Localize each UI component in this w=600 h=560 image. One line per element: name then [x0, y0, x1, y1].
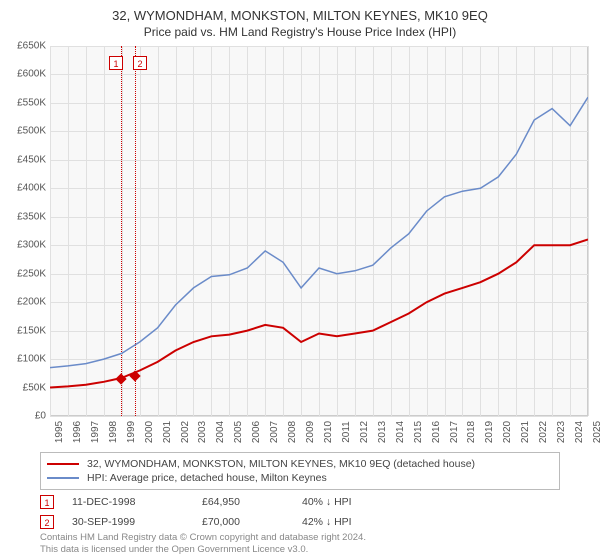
x-axis-label: 2015: [409, 421, 424, 443]
x-axis-label: 2004: [211, 421, 226, 443]
footer-line: This data is licensed under the Open Gov…: [40, 544, 560, 556]
legend-swatch: [47, 477, 79, 479]
x-axis-label: 2012: [355, 421, 370, 443]
line-chart-svg: [50, 46, 588, 416]
x-axis-label: 2003: [193, 421, 208, 443]
y-axis-label: £300K: [17, 240, 50, 251]
x-axis-label: 2005: [229, 421, 244, 443]
y-axis-label: £50K: [23, 382, 50, 393]
gridline-v: [588, 46, 589, 416]
gridline-h: [50, 416, 588, 417]
x-axis-label: 2008: [283, 421, 298, 443]
x-axis-label: 2025: [588, 421, 600, 443]
x-axis-label: 2024: [570, 421, 585, 443]
x-axis-label: 2006: [247, 421, 262, 443]
x-axis-label: 2001: [158, 421, 173, 443]
x-axis-label: 2018: [462, 421, 477, 443]
x-axis-label: 2017: [445, 421, 460, 443]
chart-subtitle: Price paid vs. HM Land Registry's House …: [0, 25, 600, 39]
y-axis-label: £100K: [17, 354, 50, 365]
x-axis-label: 2002: [176, 421, 191, 443]
legend-swatch: [47, 463, 79, 465]
legend-item: HPI: Average price, detached house, Milt…: [47, 471, 553, 485]
event-row: 2 30-SEP-1999 £70,000 42% ↓ HPI: [40, 515, 560, 529]
y-axis-label: £650K: [17, 41, 50, 52]
x-axis-label: 2013: [373, 421, 388, 443]
y-axis-label: £400K: [17, 183, 50, 194]
event-row: 1 11-DEC-1998 £64,950 40% ↓ HPI: [40, 495, 560, 509]
event-date: 30-SEP-1999: [72, 516, 202, 528]
y-axis-label: £250K: [17, 268, 50, 279]
y-axis-label: £450K: [17, 154, 50, 165]
y-axis-label: £200K: [17, 297, 50, 308]
chart-plot-area: £0£50K£100K£150K£200K£250K£300K£350K£400…: [50, 46, 588, 416]
x-axis-label: 2023: [552, 421, 567, 443]
event-price: £70,000: [202, 516, 302, 528]
x-axis-label: 2007: [265, 421, 280, 443]
y-axis-label: £150K: [17, 325, 50, 336]
event-pct: 42% ↓ HPI: [302, 516, 402, 528]
x-axis-label: 2019: [480, 421, 495, 443]
x-axis-label: 2011: [337, 421, 352, 443]
legend-label: 32, WYMONDHAM, MONKSTON, MILTON KEYNES, …: [87, 458, 475, 470]
x-axis-label: 1995: [50, 421, 65, 443]
x-axis-label: 2000: [140, 421, 155, 443]
x-axis-label: 2020: [498, 421, 513, 443]
event-date: 11-DEC-1998: [72, 496, 202, 508]
x-axis-label: 2010: [319, 421, 334, 443]
chart-title: 32, WYMONDHAM, MONKSTON, MILTON KEYNES, …: [0, 8, 600, 23]
footer-line: Contains HM Land Registry data © Crown c…: [40, 532, 560, 544]
y-axis-label: £600K: [17, 69, 50, 80]
x-axis-label: 1996: [68, 421, 83, 443]
x-axis-label: 1999: [122, 421, 137, 443]
x-axis-label: 2009: [301, 421, 316, 443]
x-axis-label: 2022: [534, 421, 549, 443]
y-axis-label: £500K: [17, 126, 50, 137]
x-axis-label: 1998: [104, 421, 119, 443]
event-badge: 1: [40, 495, 54, 509]
event-pct: 40% ↓ HPI: [302, 496, 402, 508]
y-axis-label: £0: [35, 411, 50, 422]
x-axis-label: 2014: [391, 421, 406, 443]
y-axis-label: £550K: [17, 97, 50, 108]
footer-note: Contains HM Land Registry data © Crown c…: [40, 532, 560, 556]
legend-label: HPI: Average price, detached house, Milt…: [87, 472, 327, 484]
series-line-hpi: [50, 97, 588, 367]
x-axis-label: 1997: [86, 421, 101, 443]
x-axis-label: 2016: [427, 421, 442, 443]
x-axis-label: 2021: [516, 421, 531, 443]
legend-item: 32, WYMONDHAM, MONKSTON, MILTON KEYNES, …: [47, 457, 553, 471]
legend-box: 32, WYMONDHAM, MONKSTON, MILTON KEYNES, …: [40, 452, 560, 490]
event-price: £64,950: [202, 496, 302, 508]
y-axis-label: £350K: [17, 211, 50, 222]
event-badge: 2: [40, 515, 54, 529]
series-line-price_paid: [50, 240, 588, 388]
